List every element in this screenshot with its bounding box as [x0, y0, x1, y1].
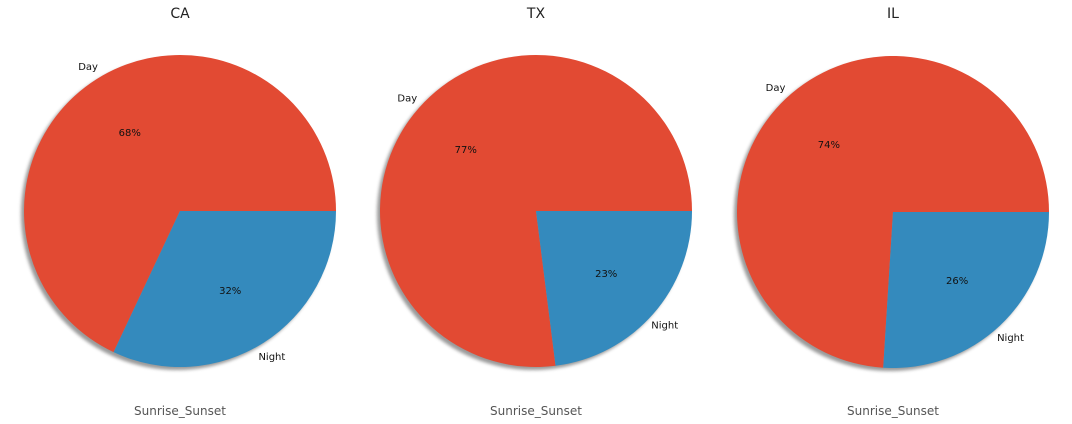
pct-label-night-ca: 32% [219, 286, 241, 297]
pct-label-day-il: 74% [818, 140, 840, 151]
pie-title-il: IL [887, 6, 899, 22]
pie-chart-tx: TX Day Night 77% 23% Sunrise_Sunset [377, 6, 692, 418]
slice-label-day-il: Day [766, 83, 786, 94]
x-axis-label-ca: Sunrise_Sunset [134, 404, 226, 418]
pie-chart-ca: CA Day Night 68% 32% Sunrise_Sunset [21, 6, 336, 418]
pie-slice-day-ca [24, 54, 336, 353]
slice-label-night-tx: Night [651, 321, 678, 332]
pie-title-ca: CA [170, 6, 190, 22]
slice-label-day-tx: Day [397, 94, 417, 105]
pie-slices-il [737, 55, 1049, 368]
pie-slice-night-ca [113, 211, 336, 367]
pct-label-night-tx: 23% [595, 269, 617, 280]
slice-label-day-ca: Day [78, 62, 98, 73]
pie-slice-night-tx [536, 211, 692, 366]
x-axis-label-il: Sunrise_Sunset [847, 404, 939, 418]
pie-slice-day-il [737, 55, 1049, 368]
slice-label-night-il: Night [997, 333, 1024, 344]
pct-label-night-il: 26% [946, 276, 968, 287]
pct-label-day-ca: 68% [119, 128, 141, 139]
slice-label-night-ca: Night [258, 352, 285, 363]
pie-slices-tx [380, 54, 692, 367]
pie-slice-day-tx [380, 54, 692, 367]
pie-title-tx: TX [526, 6, 546, 22]
pct-label-day-tx: 77% [455, 145, 477, 156]
pie-slices-ca [24, 54, 336, 367]
pie-slice-night-il [883, 212, 1049, 368]
pie-chart-il: IL Day Night 74% 26% Sunrise_Sunset [734, 6, 1049, 418]
x-axis-label-tx: Sunrise_Sunset [490, 404, 582, 418]
